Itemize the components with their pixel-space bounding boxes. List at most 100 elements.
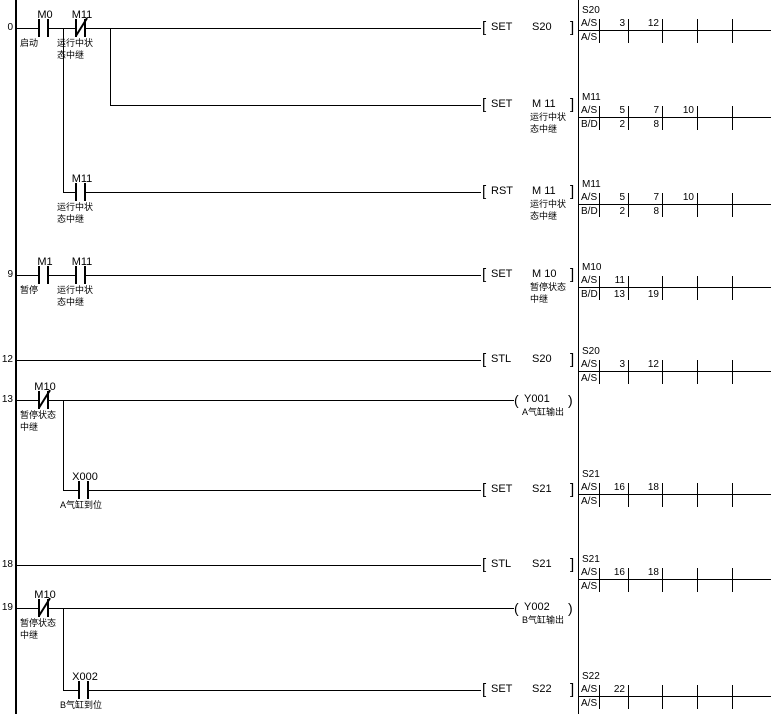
xref-row[interactable]: A/S 16 18: [578, 482, 772, 494]
xref-step-ref: 10: [682, 105, 694, 116]
no-contact-icon: [78, 681, 89, 699]
xref-tick: [732, 685, 733, 709]
xref-row[interactable]: A/S 11: [578, 275, 772, 287]
xref-tick: [732, 19, 733, 43]
open-bracket-icon: [: [482, 96, 487, 113]
xref-row[interactable]: A/S: [578, 496, 772, 508]
xref-tick: [732, 568, 733, 592]
xref-device-name: S21: [582, 554, 600, 565]
xref-tick: [697, 568, 698, 592]
device-label: M1: [37, 256, 53, 268]
xref-entry-s21[interactable]: S21 A/S 16 18 A/S: [578, 554, 772, 598]
xref-step-ref: 19: [647, 289, 659, 300]
xref-entry-s21[interactable]: S21 A/S 16 18 A/S: [578, 469, 772, 513]
xref-row[interactable]: B/D 13 19: [578, 289, 772, 301]
xref-tick: [662, 19, 663, 43]
xref-tick: [662, 360, 663, 384]
xref-row[interactable]: A/S 3 12: [578, 359, 772, 371]
no-contact-icon: [38, 266, 49, 284]
close-bracket-icon: ]: [570, 681, 575, 698]
xref-row[interactable]: B/D 2 8: [578, 206, 772, 218]
nc-contact-icon: [75, 17, 88, 37]
xref-tick: [628, 685, 629, 709]
xref-row[interactable]: A/S 22: [578, 684, 772, 696]
device-comment: 暂停状态 中继: [530, 281, 566, 305]
xref-entry-s20[interactable]: S20 A/S 3 12 A/S: [578, 5, 772, 49]
comment-line: 态中继: [57, 50, 85, 60]
xref-tick: [697, 193, 698, 217]
mnemonic: RST: [491, 185, 513, 197]
xref-row-divider: [578, 494, 771, 495]
xref-step-ref: 11: [614, 275, 625, 286]
xref-entry-m11[interactable]: M11 A/S 5 7 10 B/D 2 8: [578, 179, 772, 223]
xref-step-ref: 18: [647, 482, 659, 493]
xref-step-ref: 2: [619, 119, 625, 130]
xref-device-name: S20: [582, 5, 600, 16]
xref-panel-divider: [578, 0, 579, 714]
close-bracket-icon: ]: [570, 481, 575, 498]
nc-contact-icon: [38, 389, 51, 409]
xref-row[interactable]: A/S: [578, 373, 772, 385]
xref-tick: [662, 276, 663, 300]
xref-row[interactable]: A/S 3 12: [578, 18, 772, 30]
xref-row-label: A/S: [581, 32, 598, 43]
comment-line: 运行中状: [57, 202, 94, 212]
xref-tick: [662, 106, 663, 130]
xref-tick: [662, 568, 663, 592]
rung-wire: [15, 28, 481, 29]
xref-row[interactable]: A/S: [578, 581, 772, 593]
xref-row-label: B/D: [581, 206, 598, 217]
xref-tick: [628, 19, 629, 43]
xref-tick: [599, 193, 600, 217]
device-label: M0: [37, 9, 53, 21]
device-comment: 启动: [20, 37, 78, 49]
xref-step-ref: 7: [653, 192, 659, 203]
branch-wire: [110, 105, 481, 106]
coil-open-paren-icon: (: [514, 391, 519, 409]
xref-row[interactable]: A/S 5 7 10: [578, 105, 772, 117]
xref-row-divider: [578, 371, 771, 372]
no-contact-icon: [75, 183, 86, 201]
xref-device-name: M11: [582, 179, 601, 190]
xref-tick: [628, 276, 629, 300]
xref-row-label: A/S: [581, 482, 598, 493]
xref-tick: [599, 106, 600, 130]
comment-line: B气缸到位: [60, 700, 103, 710]
operand: M 11: [532, 185, 556, 197]
step-number: 9: [7, 269, 13, 280]
open-bracket-icon: [: [482, 556, 487, 573]
xref-entry-m11[interactable]: M11 A/S 5 7 10 B/D 2 8: [578, 92, 772, 136]
comment-line: 运行中状: [530, 199, 567, 209]
xref-entry-s20[interactable]: S20 A/S 3 12 A/S: [578, 346, 772, 390]
close-bracket-icon: ]: [570, 19, 575, 36]
xref-step-ref: 16: [613, 482, 625, 493]
xref-tick: [732, 276, 733, 300]
xref-entry-m10[interactable]: M10 A/S 11 B/D 13 19: [578, 262, 772, 306]
mnemonic: SET: [491, 98, 513, 110]
xref-step-ref: 12: [647, 359, 659, 370]
xref-tick: [628, 106, 629, 130]
xref-row-label: A/S: [581, 684, 598, 695]
close-bracket-icon: ]: [570, 266, 575, 283]
branch-drop-wire: [110, 28, 111, 106]
open-bracket-icon: [: [482, 183, 487, 200]
xref-row[interactable]: A/S 16 18: [578, 567, 772, 579]
step-number: 13: [1, 394, 13, 405]
xref-step-ref: 8: [653, 206, 659, 217]
rung-wire: [15, 400, 514, 401]
xref-row[interactable]: A/S: [578, 32, 772, 44]
xref-row-divider: [578, 696, 771, 697]
operand: S22: [532, 683, 552, 695]
xref-row[interactable]: B/D 2 8: [578, 119, 772, 131]
xref-tick: [599, 568, 600, 592]
device-comment: 运行中状 态中继: [57, 37, 115, 61]
xref-entry-s22[interactable]: S22 A/S 22 A/S: [578, 671, 772, 714]
xref-step-ref: 3: [619, 359, 625, 370]
xref-tick: [599, 360, 600, 384]
xref-row[interactable]: A/S: [578, 698, 772, 710]
xref-row[interactable]: A/S 5 7 10: [578, 192, 772, 204]
open-bracket-icon: [: [482, 351, 487, 368]
no-contact-icon: [38, 19, 49, 37]
nc-contact-icon: [38, 597, 51, 617]
